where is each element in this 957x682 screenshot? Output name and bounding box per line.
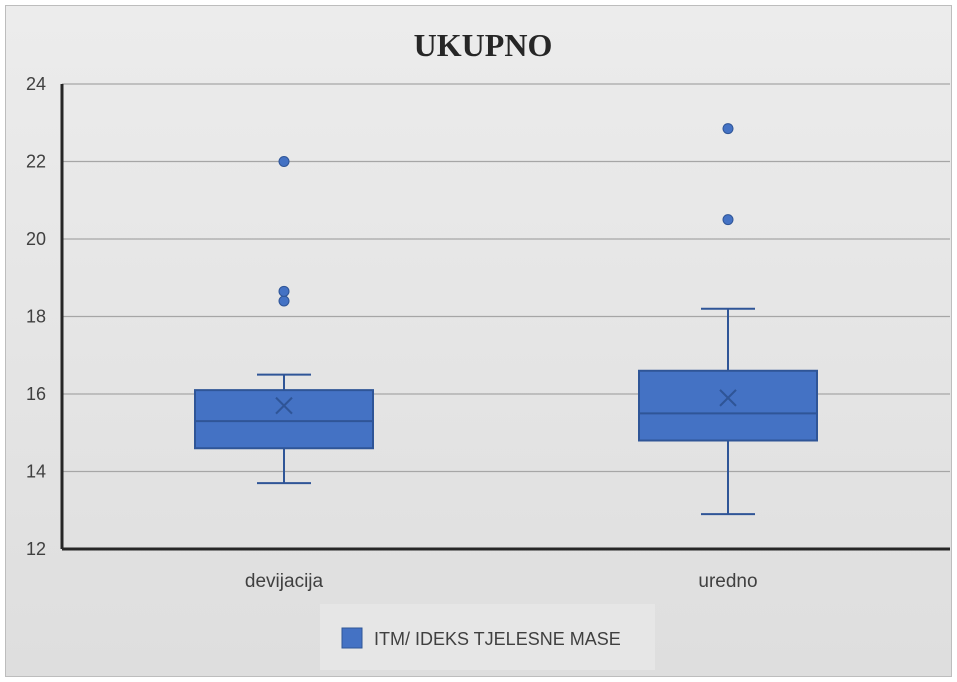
y-tick-label: 18 xyxy=(26,307,46,327)
x-category-label: uredno xyxy=(698,571,757,592)
x-axis-categories: devijacija uredno xyxy=(245,571,758,592)
iqr-box xyxy=(638,369,818,442)
y-axis-ticks: 12 14 16 18 20 22 24 xyxy=(26,74,46,559)
y-tick-label: 24 xyxy=(26,74,46,94)
outlier-point xyxy=(722,214,734,226)
mean-marker xyxy=(275,396,293,415)
legend: ITM/ IDEKS TJELESNE MASE xyxy=(320,604,655,670)
boxes xyxy=(194,123,818,516)
x-category-label: devijacija xyxy=(245,571,324,592)
outlier-point xyxy=(278,156,290,167)
legend-label: ITM/ IDEKS TJELESNE MASE xyxy=(374,629,621,649)
y-tick-label: 14 xyxy=(26,462,46,482)
outlier-point xyxy=(278,295,290,307)
outlier-point xyxy=(722,123,734,135)
y-tick-label: 12 xyxy=(26,539,46,559)
legend-swatch xyxy=(341,627,363,649)
mean-marker xyxy=(719,389,737,407)
y-tick-label: 22 xyxy=(26,152,46,172)
iqr-box xyxy=(194,389,374,450)
axes xyxy=(60,84,950,551)
chart-area xyxy=(5,5,952,677)
y-tick-label: 20 xyxy=(26,229,46,249)
chart-title: UKUPNO xyxy=(414,27,553,63)
legend-background xyxy=(320,604,655,670)
outlier-point xyxy=(278,285,290,297)
y-tick-label: 16 xyxy=(26,384,46,404)
